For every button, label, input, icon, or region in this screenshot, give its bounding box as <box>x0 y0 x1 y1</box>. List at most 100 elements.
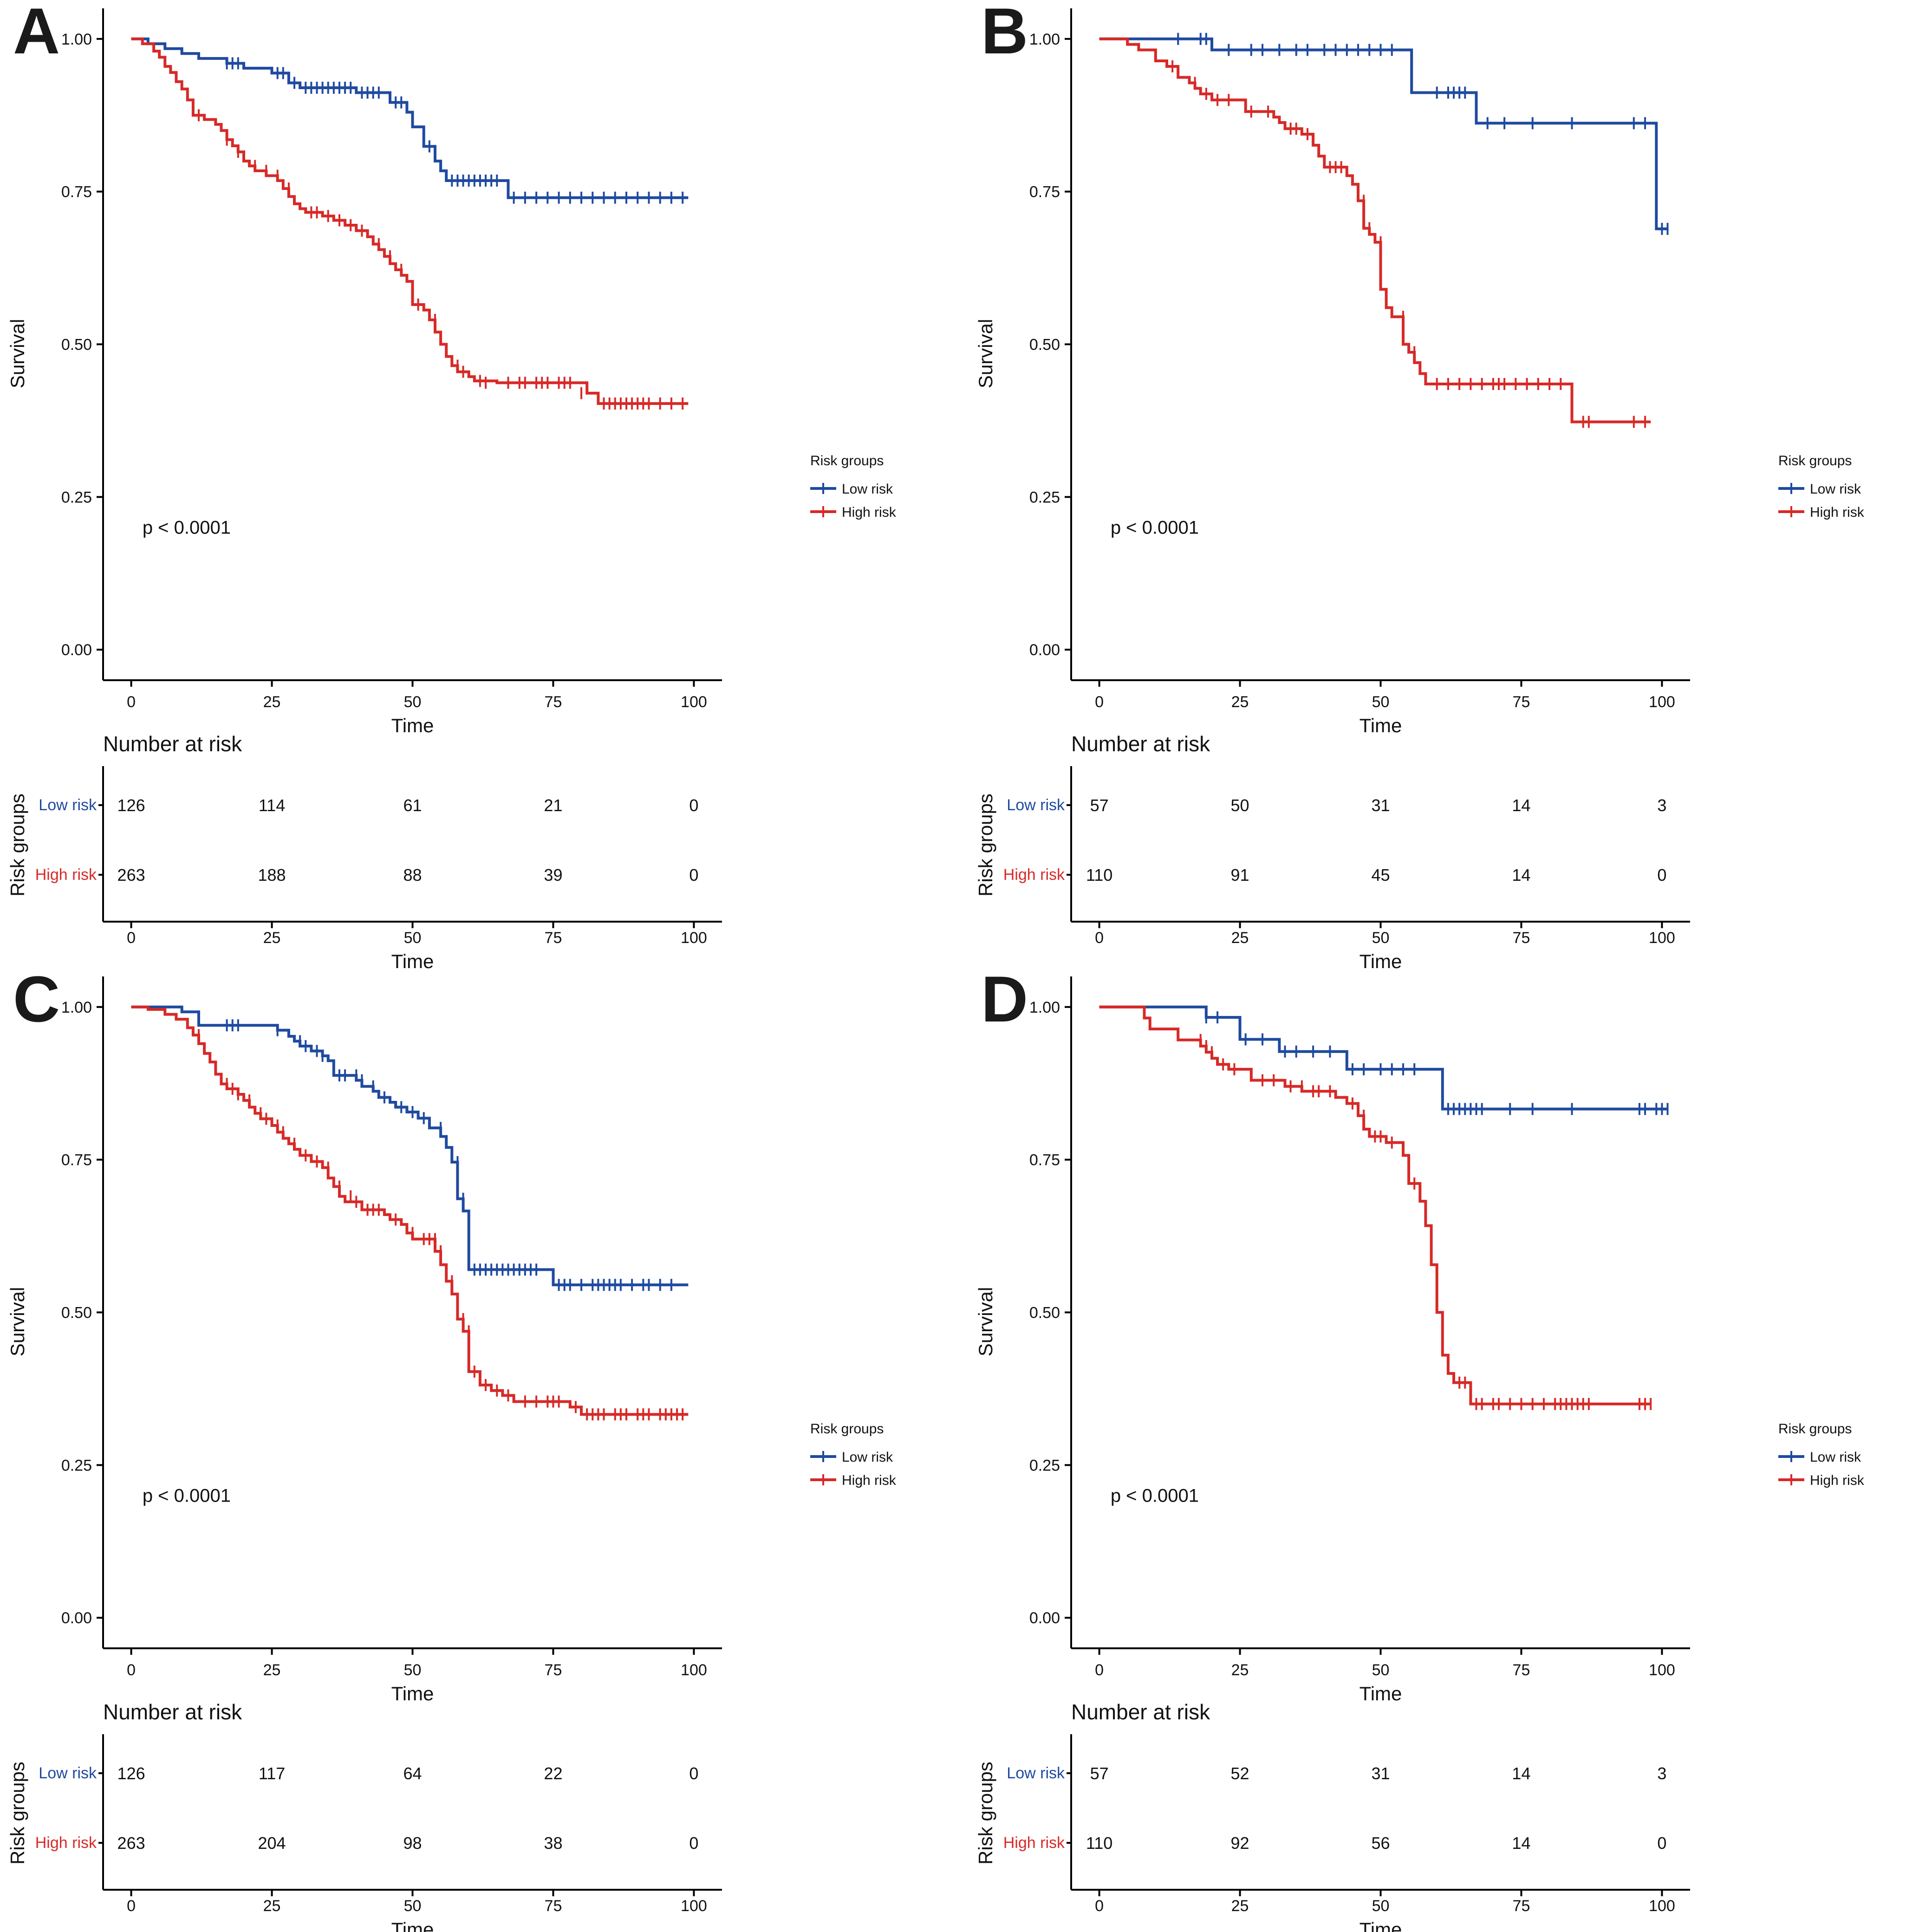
risk-table-count: 38 <box>544 1834 562 1853</box>
survival-curve-low-risk <box>131 1005 689 1287</box>
risk-table-y-title: Risk groups <box>975 1762 996 1865</box>
y-tick-label: 0.00 <box>1029 641 1060 659</box>
y-tick-label: 0.25 <box>61 1457 92 1474</box>
risk-table-x-tick-label: 25 <box>1231 1897 1249 1915</box>
risk-table-count: 45 <box>1371 865 1390 885</box>
x-tick-label: 50 <box>404 1661 422 1679</box>
risk-table-row-label-low-risk: Low risk <box>39 796 97 814</box>
x-tick-label: 100 <box>1649 693 1675 711</box>
risk-table-count: 57 <box>1090 1764 1109 1783</box>
legend-label-high-risk: High risk <box>1810 1473 1865 1488</box>
y-tick-label: 1.00 <box>61 999 92 1016</box>
risk-table-count: 50 <box>1231 796 1249 815</box>
risk-table-count: 56 <box>1371 1834 1390 1853</box>
y-axis-title: Survival <box>975 1287 996 1356</box>
risk-table-title: Number at risk <box>103 1700 242 1724</box>
x-tick-label: 25 <box>263 693 281 711</box>
risk-table-x-tick-label: 0 <box>127 1897 136 1915</box>
risk-table-x-title: Time <box>1360 950 1402 972</box>
y-tick-label: 1.00 <box>61 31 92 48</box>
risk-table-count: 117 <box>259 1764 285 1783</box>
risk-table-x-tick-label: 50 <box>404 929 422 947</box>
legend-label-low-risk: Low risk <box>1810 1450 1861 1465</box>
risk-table-y-title: Risk groups <box>7 794 28 897</box>
risk-table-count: 98 <box>403 1834 422 1853</box>
risk-table-count: 114 <box>259 796 285 815</box>
risk-table-count: 126 <box>117 1764 145 1783</box>
x-tick-label: 25 <box>1231 693 1249 711</box>
x-tick-label: 75 <box>545 693 562 711</box>
x-tick-label: 75 <box>1513 1661 1530 1679</box>
y-tick-label: 0.00 <box>61 1609 92 1627</box>
risk-table-count: 92 <box>1231 1834 1249 1853</box>
x-tick-label: 0 <box>127 693 136 711</box>
risk-table-title: Number at risk <box>103 732 242 756</box>
panel-a: A 0.00 0.25 0.50 0.75 1.00 0 25 50 75 100 Time Survi… <box>7 0 897 972</box>
risk-table-x-tick-label: 25 <box>263 929 281 947</box>
survival-curve-high-risk <box>1099 1005 1651 1405</box>
y-tick-label: 0.25 <box>61 488 92 506</box>
x-tick-label: 50 <box>404 693 422 711</box>
risk-table-row-label-high-risk: High risk <box>1003 866 1065 884</box>
risk-table-count: 0 <box>689 796 698 815</box>
survival-curve-high-risk <box>131 37 689 405</box>
risk-table-x-tick-label: 75 <box>1513 929 1530 947</box>
risk-table-count: 57 <box>1090 796 1109 815</box>
risk-table-x-tick-label: 0 <box>1095 929 1104 947</box>
risk-table-x-tick-label: 50 <box>1372 929 1390 947</box>
risk-table-count: 14 <box>1512 1764 1530 1783</box>
risk-table-count: 3 <box>1657 1764 1666 1783</box>
y-tick-label: 0.50 <box>1029 336 1060 354</box>
y-tick-label: 0.75 <box>61 1151 92 1169</box>
risk-table-row-label-low-risk: Low risk <box>1007 1764 1065 1782</box>
x-tick-label: 100 <box>1649 1661 1675 1679</box>
x-tick-label: 0 <box>1095 1661 1104 1679</box>
x-axis-title: Time <box>391 715 434 736</box>
survival-curve-high-risk <box>131 1005 689 1416</box>
risk-table-count: 0 <box>1657 1834 1666 1853</box>
risk-table-count: 0 <box>689 1834 698 1853</box>
risk-table-x-tick-label: 25 <box>1231 929 1249 947</box>
legend-label-high-risk: High risk <box>842 1473 897 1488</box>
risk-table-y-title: Risk groups <box>7 1762 28 1865</box>
y-axis-title: Survival <box>975 319 996 388</box>
risk-table-row-label-low-risk: Low risk <box>1007 796 1065 814</box>
risk-table-count: 0 <box>1657 865 1666 885</box>
p-value-label: p < 0.0001 <box>1111 1485 1199 1506</box>
panel-d: D 0.00 0.25 0.50 0.75 1.00 0 25 50 75 100 Time Survi… <box>975 963 1865 1932</box>
x-tick-label: 0 <box>1095 693 1104 711</box>
p-value-label: p < 0.0001 <box>1111 517 1199 538</box>
legend-label-low-risk: Low risk <box>842 1450 893 1465</box>
risk-table-title: Number at risk <box>1071 1700 1210 1724</box>
risk-table-title: Number at risk <box>1071 732 1210 756</box>
risk-table-count: 21 <box>544 796 562 815</box>
x-tick-label: 50 <box>1372 693 1390 711</box>
risk-table-count: 14 <box>1512 1834 1530 1853</box>
risk-table-x-tick-label: 0 <box>1095 1897 1104 1915</box>
panel-b: B 0.00 0.25 0.50 0.75 1.00 0 25 50 75 100 Time Survi… <box>975 0 1865 972</box>
x-tick-label: 25 <box>263 1661 281 1679</box>
risk-table-count: 0 <box>689 1764 698 1783</box>
panel-label: C <box>13 963 60 1035</box>
risk-table-count: 0 <box>689 865 698 885</box>
y-tick-label: 1.00 <box>1029 999 1060 1016</box>
risk-table-count: 204 <box>258 1834 286 1853</box>
legend-label-low-risk: Low risk <box>1810 481 1861 497</box>
survival-curve-low-risk <box>1099 1005 1668 1111</box>
risk-table-count: 88 <box>403 865 422 885</box>
legend-title: Risk groups <box>1778 453 1852 468</box>
legend-title: Risk groups <box>810 453 884 468</box>
risk-table-count: 263 <box>117 865 145 885</box>
x-tick-label: 75 <box>1513 693 1530 711</box>
risk-table-x-tick-label: 100 <box>681 929 707 947</box>
x-axis-title: Time <box>1360 715 1402 736</box>
risk-table-x-tick-label: 0 <box>127 929 136 947</box>
risk-table-count: 14 <box>1512 796 1530 815</box>
y-tick-label: 0.25 <box>1029 488 1060 506</box>
y-tick-label: 0.50 <box>61 336 92 354</box>
risk-table-row-label-low-risk: Low risk <box>39 1764 97 1782</box>
risk-table-x-tick-label: 75 <box>545 929 562 947</box>
y-tick-label: 0.00 <box>61 641 92 659</box>
x-tick-label: 0 <box>127 1661 136 1679</box>
risk-table-count: 31 <box>1371 796 1390 815</box>
